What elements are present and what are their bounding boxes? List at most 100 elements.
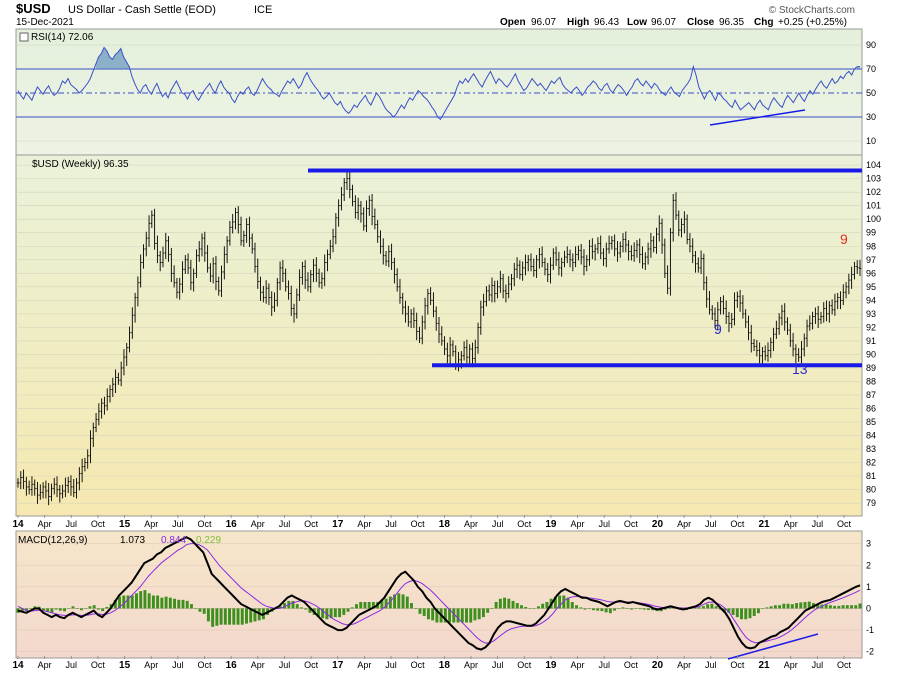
x-tick-label: 18 bbox=[439, 660, 451, 671]
macd-histogram-bar bbox=[113, 599, 117, 609]
low-label: Low bbox=[627, 17, 647, 28]
macd-histogram-bar bbox=[477, 608, 481, 620]
macd-tick-label: 2 bbox=[866, 560, 871, 570]
price-tick-label: 95 bbox=[866, 282, 876, 292]
x-tick-label: Oct bbox=[837, 519, 852, 529]
x-tick-label: Jul bbox=[172, 519, 184, 529]
x-tick-label: Apr bbox=[464, 519, 478, 529]
macd-histogram-bar bbox=[422, 608, 426, 617]
rsi-legend-swatch bbox=[19, 32, 29, 42]
macd-histogram-bar bbox=[790, 604, 794, 609]
macd-histogram-bar bbox=[469, 608, 473, 623]
price-tick-label: 101 bbox=[866, 201, 881, 211]
x-tick-label: Apr bbox=[251, 519, 265, 529]
x-tick-label: 17 bbox=[332, 660, 344, 671]
x-tick-label: Apr bbox=[677, 660, 691, 670]
macd-histogram-bar bbox=[232, 608, 236, 625]
price-ohlc-bars bbox=[16, 170, 862, 506]
price-tick-label: 94 bbox=[866, 295, 876, 305]
price-tick-label: 99 bbox=[866, 228, 876, 238]
x-tick-label: Jul bbox=[598, 519, 610, 529]
x-tick-label: Apr bbox=[38, 660, 52, 670]
macd-histogram-bar bbox=[173, 598, 177, 609]
macd-histogram-bar bbox=[338, 608, 342, 618]
macd-histogram-bar bbox=[807, 601, 811, 609]
macd-histogram-bar bbox=[596, 608, 600, 611]
macd-histogram-bar bbox=[795, 603, 799, 609]
macd-histogram-bar bbox=[206, 608, 210, 622]
macd-histogram-bar bbox=[591, 608, 595, 611]
macd-histogram-bar bbox=[630, 608, 633, 610]
macd-histogram-bar bbox=[520, 605, 523, 609]
macd-histogram-bar bbox=[355, 604, 358, 609]
macd-histogram-bar bbox=[147, 593, 151, 609]
macd-histogram-bar bbox=[786, 603, 790, 609]
price-tick-label: 100 bbox=[866, 214, 881, 224]
x-tick-label: Apr bbox=[784, 660, 798, 670]
rsi-tick-label: 30 bbox=[866, 112, 876, 122]
macd-histogram-bar bbox=[778, 605, 782, 609]
x-tick-label: Jul bbox=[279, 660, 291, 670]
macd-histogram-bar bbox=[168, 597, 172, 609]
security-name: US Dollar - Cash Settle (EOD) bbox=[68, 4, 216, 16]
x-tick-label: 16 bbox=[226, 519, 238, 530]
macd-histogram-bar bbox=[130, 595, 134, 609]
rsi-tick-label: 70 bbox=[866, 64, 876, 74]
macd-histogram-bar bbox=[714, 606, 718, 609]
macd-histogram-bar bbox=[384, 598, 388, 609]
macd-histogram-bar bbox=[693, 608, 697, 609]
macd-panel-bg bbox=[15, 530, 863, 659]
macd-histogram-bar bbox=[414, 608, 418, 609]
macd-histogram-bar bbox=[731, 608, 735, 615]
symbol-label: $USD bbox=[16, 1, 51, 16]
macd-histogram-bar bbox=[498, 598, 502, 609]
x-tick-label: Apr bbox=[357, 519, 371, 529]
macd-histogram-bar bbox=[659, 608, 663, 612]
macd-histogram-bar bbox=[613, 608, 617, 611]
close-value: 96.35 bbox=[719, 17, 744, 28]
ohlc-readout: Open 96.07 High 96.43 Low 96.07 Close 96… bbox=[500, 17, 847, 28]
macd-histogram-bar bbox=[75, 608, 79, 609]
macd-histogram-bar bbox=[380, 599, 384, 609]
histogram-legend-value: 0.229 bbox=[196, 535, 221, 546]
rsi-tick-label: 10 bbox=[866, 136, 876, 146]
macd-histogram-bar bbox=[524, 606, 528, 609]
macd-histogram-bar bbox=[291, 600, 295, 609]
price-tick-label: 83 bbox=[866, 444, 876, 454]
macd-y-ticks: -2 -1 0 1 2 3 bbox=[866, 539, 874, 657]
macd-histogram-bar bbox=[431, 608, 435, 621]
macd-histogram-bar bbox=[456, 608, 460, 623]
macd-histogram-bar bbox=[816, 604, 820, 609]
macd-histogram-bar bbox=[219, 608, 223, 625]
macd-histogram-bar bbox=[228, 608, 232, 625]
macd-histogram-bar bbox=[363, 601, 367, 609]
macd-histogram-bar bbox=[71, 606, 75, 609]
price-tick-label: 84 bbox=[866, 431, 876, 441]
rsi-legend-text: RSI(14) 72.06 bbox=[31, 32, 94, 43]
macd-histogram-bar bbox=[490, 608, 494, 609]
macd-histogram-bar bbox=[46, 608, 50, 612]
macd-histogram-bar bbox=[528, 608, 532, 609]
macd-histogram-bar bbox=[342, 608, 346, 615]
macd-histogram-bar bbox=[198, 608, 202, 612]
macd-histogram-bar bbox=[689, 608, 693, 609]
rsi-tick-label: 50 bbox=[866, 88, 876, 98]
x-tick-label: Apr bbox=[144, 519, 158, 529]
macd-histogram-bar bbox=[706, 604, 710, 609]
x-tick-label: Jul bbox=[279, 519, 291, 529]
signal-legend-value: 0.844 bbox=[161, 535, 186, 546]
price-tick-label: 80 bbox=[866, 485, 876, 495]
macd-histogram-bar bbox=[621, 607, 625, 609]
x-tick-label: Jul bbox=[705, 519, 717, 529]
macd-histogram-bar bbox=[646, 608, 650, 610]
macd-histogram-bar bbox=[139, 591, 143, 609]
x-tick-label: Oct bbox=[730, 519, 745, 529]
x-tick-label: Oct bbox=[730, 660, 745, 670]
x-tick-label: 17 bbox=[332, 519, 344, 530]
macd-histogram-bar bbox=[503, 597, 507, 609]
macd-histogram-bar bbox=[156, 595, 160, 609]
x-tick-label: Jul bbox=[385, 660, 397, 670]
macd-histogram-bar bbox=[803, 601, 807, 609]
macd-histogram-bar bbox=[642, 608, 646, 610]
